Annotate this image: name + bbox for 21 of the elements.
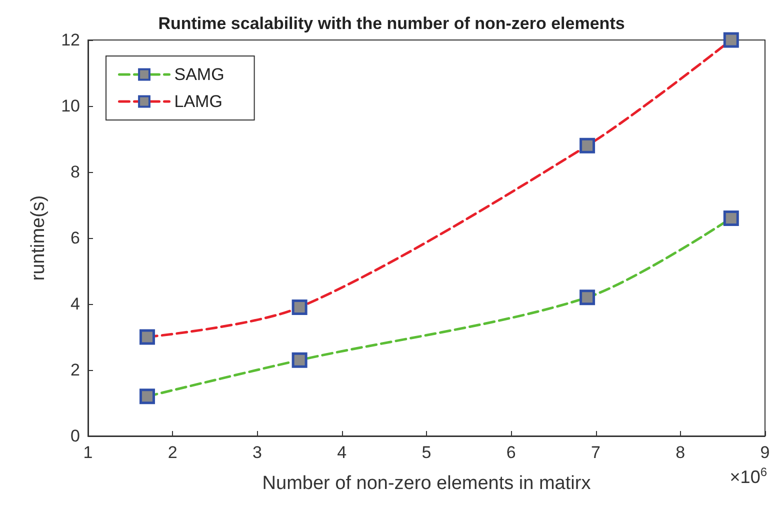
x-tick-label: 6: [506, 443, 516, 462]
legend-label: SAMG: [174, 65, 224, 84]
y-tick-label: 2: [70, 360, 80, 380]
chart-title: Runtime scalability with the number of non-zero elements: [158, 14, 625, 33]
x-tick-label: 2: [168, 443, 178, 462]
y-tick-label: 6: [70, 228, 80, 248]
legend-label: LAMG: [174, 92, 222, 111]
x-axis-title: Number of non-zero elements in matirx: [262, 473, 592, 494]
x-tick-label: 8: [676, 443, 686, 462]
x-tick-label: 1: [83, 443, 93, 462]
y-axis-title: runtime(s): [28, 195, 49, 281]
y-tick-label: 0: [70, 426, 80, 446]
x-tick-label: 5: [422, 443, 432, 462]
x-tick-label: 7: [591, 443, 600, 462]
y-tick-label: 8: [70, 162, 80, 182]
y-tick-label: 12: [61, 30, 80, 50]
y-tick-label: 4: [70, 294, 80, 314]
x-tick-label: 9: [760, 443, 770, 462]
y-tick-label: 10: [61, 96, 80, 116]
x-tick-label: 4: [337, 443, 347, 462]
x-tick-label: 3: [252, 443, 262, 462]
